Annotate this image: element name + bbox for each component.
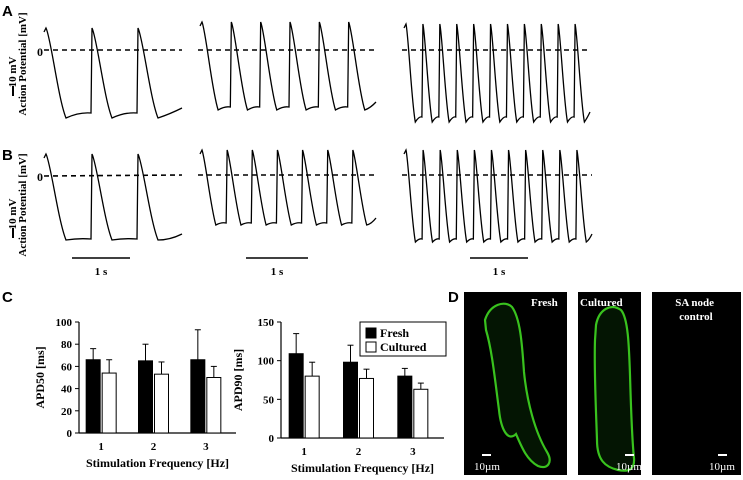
apd50-bar-fresh-0 (85, 359, 101, 434)
trace-b-2hz (199, 148, 377, 226)
apd90-bar-fresh-1 (343, 361, 358, 439)
apd50-ytick-label-1: 20 (61, 406, 73, 418)
apd50-ytick-label-0: 0 (67, 428, 73, 440)
image-cultured-label: Cultured (580, 297, 623, 309)
apd50-ytick-label-4: 80 (61, 339, 73, 351)
apd50-ytick-label-3: 60 (61, 361, 73, 373)
row-b-zero-label: 0 (37, 170, 43, 184)
row-a-scale-v: 10 mV (7, 57, 19, 88)
apd90-bar-cultured-0 (304, 375, 320, 439)
apd50-xtick-label-1: 2 (151, 441, 157, 453)
apd90-ytick-label-3: 150 (258, 317, 275, 329)
trace-b-3hz (403, 148, 593, 244)
panel-label-d: D (448, 289, 459, 306)
apd90-ytick-label-1: 50 (263, 394, 275, 406)
apd90-legend-swatch-0 (365, 327, 377, 339)
image-fresh: Fresh 10µm (464, 292, 567, 475)
apd50-bar-cultured-0 (101, 372, 117, 434)
apd90-legend-swatch-1 (365, 341, 377, 353)
apd90-xlabel: Stimulation Frequency [Hz] (291, 461, 434, 475)
image-sa-node-label: SA node control (675, 297, 717, 323)
image-sa-node-background (652, 292, 741, 475)
row-a-zero-label: 0 (37, 45, 43, 59)
apd50-bar-cultured-1 (154, 373, 169, 434)
cell-fresh (483, 302, 551, 469)
cell-cultured (593, 306, 636, 472)
apd90-ylabel: APD90 [ms] (231, 349, 245, 411)
row-b-scale-v: 10 mV (7, 199, 19, 230)
row-b-ylabel: Action Potential [mV] (17, 153, 29, 256)
apd90-xtick-label-2: 3 (410, 446, 416, 458)
panel-label-c: C (2, 289, 13, 306)
apd50-ylabel: APD50 [ms] (33, 346, 47, 408)
apd90-xtick-label-0: 1 (301, 446, 307, 458)
apd90-bar-fresh-2 (397, 375, 413, 439)
apd90-legend-label-0: Fresh (380, 326, 409, 340)
panel-label-a: A (2, 3, 13, 20)
time-scale-label-1: 1 s (95, 266, 108, 278)
apd50-bar-fresh-1 (138, 360, 153, 434)
time-scale-label-3: 1 s (493, 266, 506, 278)
apd90-ytick-label-0: 0 (269, 433, 275, 445)
trace-a-2hz (199, 20, 377, 111)
row-b-zero-line-1 (43, 174, 183, 177)
row-a-axis: 10 mV Action Potential [mV] (7, 12, 29, 115)
apd50-ytick-label-2: 40 (61, 384, 73, 396)
apd90-bar-cultured-2 (413, 388, 429, 439)
panel-label-b: B (2, 147, 13, 164)
apd50-xtick-label-2: 3 (203, 441, 209, 453)
image-sa-node-control: SA node control 10µm (652, 292, 741, 475)
apd50-ytick-label-5: 100 (56, 317, 73, 329)
apd90-bar-cultured-1 (359, 377, 374, 439)
image-sa-node-scale: 10µm (709, 461, 735, 473)
trace-a-3hz (403, 22, 591, 124)
time-scale-label-2: 1 s (271, 266, 284, 278)
apd90-chart: 0 50 100 150 APD90 [ms] Stimulation Frequency… (231, 317, 447, 475)
apd50-chart: 0 20 40 60 80 100 APD50 [ms] Stimulation Freque… (33, 317, 236, 470)
image-fresh-label: Fresh (531, 297, 558, 309)
image-cultured-scale: 10µm (616, 461, 642, 473)
apd90-legend-label-1: Cultured (380, 340, 427, 354)
apd50-bar-fresh-2 (190, 359, 206, 434)
image-cultured: Cultured 10µm (578, 292, 642, 475)
row-b-axis: 10 mV Action Potential [mV] (7, 153, 29, 256)
image-fresh-scale: 10µm (474, 461, 500, 473)
apd90-xtick-label-1: 2 (356, 446, 362, 458)
apd90-bar-fresh-0 (288, 353, 304, 439)
trace-a-1hz (43, 26, 183, 119)
row-a-ylabel: Action Potential [mV] (17, 12, 29, 115)
apd50-bar-cultured-2 (206, 377, 222, 434)
apd50-xlabel: Stimulation Frequency [Hz] (86, 456, 229, 470)
trace-b-1hz (43, 152, 183, 241)
apd50-xtick-label-0: 1 (98, 441, 104, 453)
apd90-ytick-label-2: 100 (258, 356, 275, 368)
